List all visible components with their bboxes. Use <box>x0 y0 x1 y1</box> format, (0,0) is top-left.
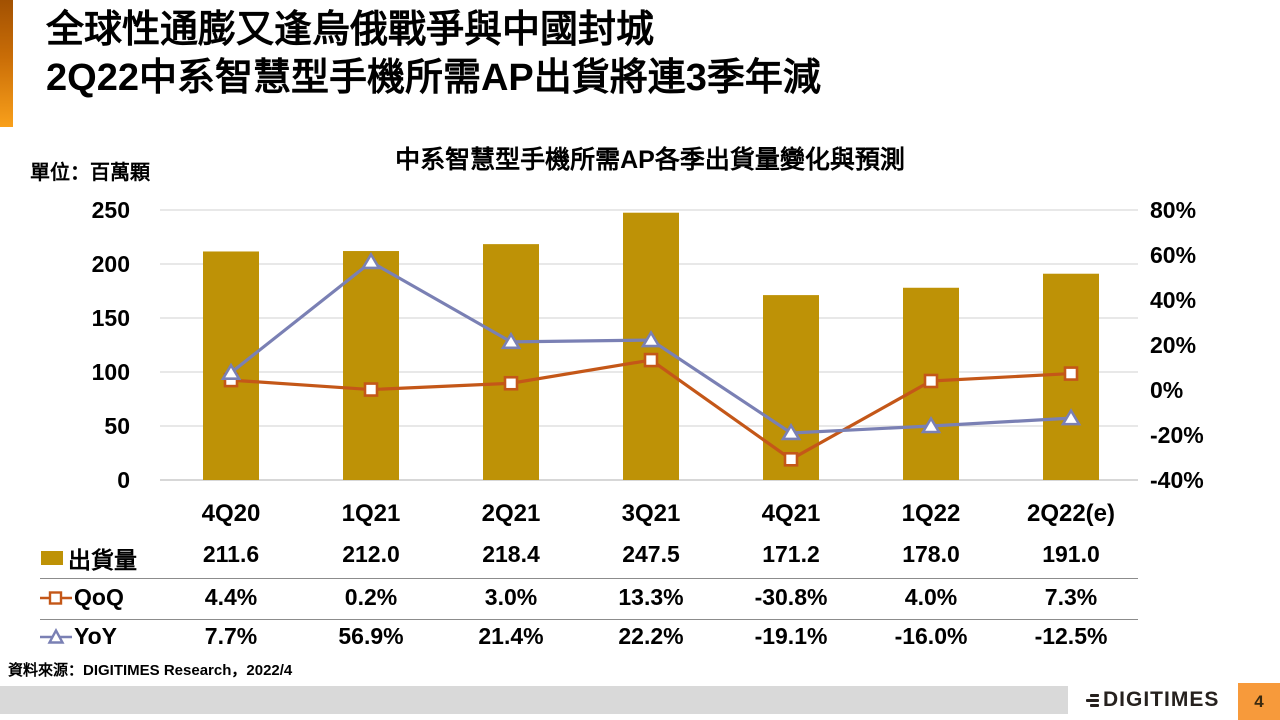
right-axis-tick-label: 40% <box>1150 287 1196 313</box>
unit-label: 單位：百萬顆 <box>30 162 150 184</box>
shipment-bar <box>343 251 399 480</box>
yoy-line <box>230 260 1072 435</box>
shipment-value: 212.0 <box>342 541 400 567</box>
shipment-value: 171.2 <box>762 541 820 567</box>
left-axis-tick-label: 50 <box>104 413 130 439</box>
category-label: 1Q21 <box>341 500 401 527</box>
legend-yoy: YoY <box>40 623 117 650</box>
shipment-value: 218.4 <box>482 541 540 567</box>
left-axis-tick-label: 250 <box>92 197 130 223</box>
yoy-marker <box>640 329 662 348</box>
legend-label: YoY <box>74 623 118 649</box>
page-number: 4 <box>1254 691 1264 711</box>
yoy-value: -16.0% <box>894 623 968 649</box>
legend-label: 出貨量 <box>68 547 137 573</box>
yoy-marker <box>920 415 942 434</box>
qoq-value: 4.4% <box>204 584 258 610</box>
yoy-marker <box>780 422 802 441</box>
shipment-bar <box>763 295 819 480</box>
category-label: 2Q22(e) <box>1026 500 1116 527</box>
right-axis-tick-label: -40% <box>1150 467 1204 493</box>
yoy-value: 22.2% <box>618 623 684 649</box>
slide-title-line2: 2Q22中系智慧型手機所需AP出貨將連3季年減 <box>46 57 821 100</box>
slide-title: 全球性通膨又逢烏俄戰爭與中國封城 2Q22中系智慧型手機所需AP出貨將連3季年減 <box>46 6 821 103</box>
qoq-marker <box>363 382 379 397</box>
yoy-value: 21.4% <box>478 623 544 649</box>
qoq-legend-icon <box>40 590 72 605</box>
category-label: 1Q22 <box>901 500 961 527</box>
left-axis-tick-label: 200 <box>92 251 130 277</box>
qoq-marker <box>923 373 939 389</box>
legend-label: QoQ <box>74 584 124 610</box>
yoy-value: 7.7% <box>204 623 258 649</box>
chart-title: 中系智慧型手機所需AP各季出貨量變化與預測 <box>395 146 905 174</box>
qoq-value: 3.0% <box>484 584 538 610</box>
slide-title-line1: 全球性通膨又逢烏俄戰爭與中國封城 <box>46 9 655 51</box>
shipment-bar <box>623 212 679 480</box>
shipment-bar <box>1043 273 1099 480</box>
category-label: 4Q21 <box>761 500 821 527</box>
yoy-value: 56.9% <box>338 623 404 649</box>
legend-qoq: QoQ <box>40 584 124 611</box>
title-accent-bar <box>0 0 13 127</box>
right-axis-tick-label: 0% <box>1150 377 1183 403</box>
left-axis-tick-label: 150 <box>92 305 130 331</box>
qoq-marker <box>643 352 659 368</box>
table-separator <box>40 619 1138 620</box>
right-axis-tick-label: 20% <box>1150 332 1196 358</box>
qoq-marker <box>223 372 239 388</box>
page-number-badge: 4 <box>1238 683 1280 720</box>
right-axis-tick-label: 80% <box>1150 197 1196 223</box>
yoy-marker <box>500 331 522 350</box>
logo-text: DIGITIMES <box>1103 688 1220 711</box>
qoq-marker <box>1063 366 1079 381</box>
shipment-legend-icon <box>41 551 63 565</box>
yoy-marker <box>360 251 382 270</box>
source-note: 資料來源：DIGITIMES Research，2022/4 <box>8 662 293 679</box>
qoq-value: 4.0% <box>904 584 958 610</box>
qoq-line <box>230 358 1072 461</box>
shipment-bar <box>483 244 539 480</box>
yoy-legend-icon <box>40 627 72 644</box>
shipment-value: 178.0 <box>902 541 960 567</box>
legend-shipments: 出貨量 <box>40 541 137 575</box>
shipment-bar <box>903 287 959 480</box>
right-axis-tick-label: 60% <box>1150 242 1196 268</box>
shipment-value: 247.5 <box>622 541 680 567</box>
digitimes-logo: DIGITIMES <box>1086 686 1219 714</box>
shipment-value: 211.6 <box>202 541 260 567</box>
qoq-marker <box>503 375 519 391</box>
table-separator <box>40 578 1138 579</box>
left-axis-tick-label: 0 <box>117 467 130 493</box>
yoy-value: -19.1% <box>754 623 828 649</box>
logo-stripes-icon <box>1086 693 1099 707</box>
right-axis-tick-label: -20% <box>1150 422 1204 448</box>
shipment-value: 191.0 <box>1042 541 1100 567</box>
qoq-value: 13.3% <box>618 584 684 610</box>
left-axis-tick-label: 100 <box>92 359 130 385</box>
category-label: 3Q21 <box>621 500 681 527</box>
qoq-value: 0.2% <box>344 584 398 610</box>
yoy-marker <box>220 362 242 380</box>
yoy-value: -12.5% <box>1034 623 1108 649</box>
qoq-value: -30.8% <box>754 584 828 610</box>
yoy-marker <box>1060 408 1082 426</box>
shipment-bar <box>203 251 259 480</box>
category-label: 2Q21 <box>481 500 541 527</box>
category-label: 4Q20 <box>201 500 261 527</box>
qoq-marker <box>783 451 799 467</box>
footer-band <box>0 686 1068 714</box>
qoq-value: 7.3% <box>1044 584 1098 610</box>
